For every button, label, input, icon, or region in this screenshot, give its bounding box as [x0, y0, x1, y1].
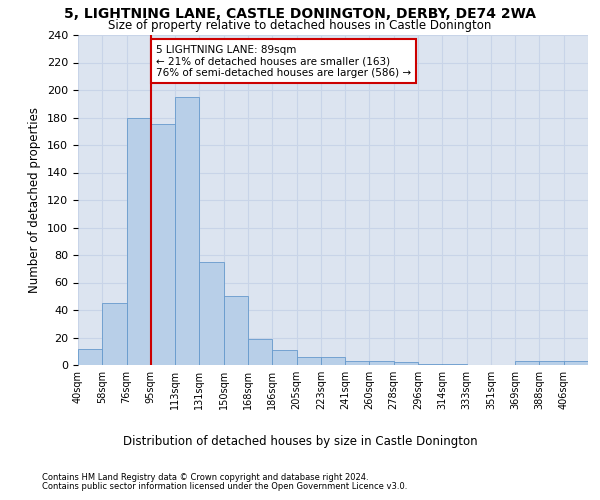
- Bar: [321, 357, 345, 365]
- Bar: [151, 124, 175, 365]
- Bar: [175, 97, 199, 365]
- Bar: [515, 361, 539, 365]
- Text: 5, LIGHTNING LANE, CASTLE DONINGTON, DERBY, DE74 2WA: 5, LIGHTNING LANE, CASTLE DONINGTON, DER…: [64, 8, 536, 22]
- Bar: [394, 362, 418, 365]
- Text: Size of property relative to detached houses in Castle Donington: Size of property relative to detached ho…: [109, 19, 491, 32]
- Bar: [564, 361, 588, 365]
- Bar: [418, 364, 442, 365]
- Bar: [127, 118, 151, 365]
- Text: 5 LIGHTNING LANE: 89sqm
← 21% of detached houses are smaller (163)
76% of semi-d: 5 LIGHTNING LANE: 89sqm ← 21% of detache…: [156, 44, 411, 78]
- Bar: [296, 357, 321, 365]
- Bar: [442, 364, 467, 365]
- Bar: [370, 361, 394, 365]
- Bar: [224, 296, 248, 365]
- Bar: [199, 262, 224, 365]
- Text: Contains HM Land Registry data © Crown copyright and database right 2024.: Contains HM Land Registry data © Crown c…: [42, 474, 368, 482]
- Bar: [272, 350, 296, 365]
- Bar: [248, 339, 272, 365]
- Bar: [539, 361, 564, 365]
- Y-axis label: Number of detached properties: Number of detached properties: [28, 107, 41, 293]
- Text: Distribution of detached houses by size in Castle Donington: Distribution of detached houses by size …: [122, 435, 478, 448]
- Text: Contains public sector information licensed under the Open Government Licence v3: Contains public sector information licen…: [42, 482, 407, 491]
- Bar: [345, 361, 370, 365]
- Bar: [102, 303, 127, 365]
- Bar: [78, 348, 102, 365]
